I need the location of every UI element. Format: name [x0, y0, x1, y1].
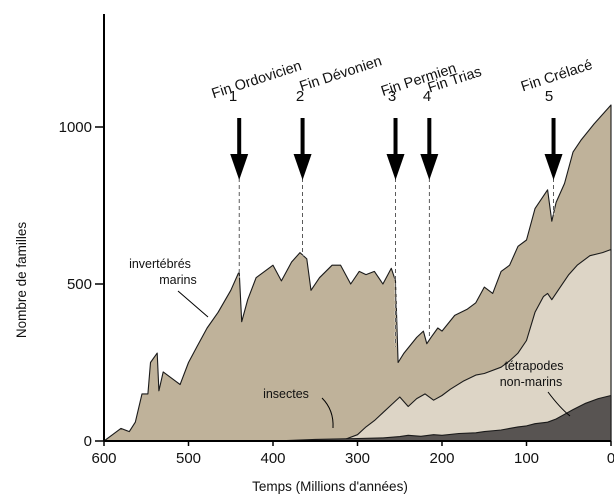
x-axis-label: Temps (Millions d'années) — [252, 479, 408, 494]
x-tick-label: 600 — [91, 450, 116, 467]
event-number-3: 3 — [388, 88, 396, 105]
y-tick-label: 1000 — [59, 119, 92, 136]
annotation-tetrapodes: tétrapodes — [504, 359, 563, 373]
y-tick-label: 0 — [84, 433, 92, 450]
annotation-marins: marins — [159, 273, 197, 287]
y-axis-label: Nombre de familles — [14, 222, 29, 339]
event-arrow-head-2 — [293, 154, 312, 180]
x-tick-label: 200 — [429, 450, 454, 467]
event-number-1: 1 — [229, 88, 237, 105]
event-label-1: Fin Ordovicien — [210, 58, 304, 102]
x-tick-label: 500 — [176, 450, 201, 467]
annotation-pointer-insectes — [321, 397, 334, 429]
event-arrow-head-4 — [420, 154, 439, 180]
event-label-2: Fin Dévonien — [298, 53, 384, 95]
annotation-non-marins: non-marins — [500, 375, 563, 389]
annotation-invertebres: invertébrés — [129, 257, 191, 271]
x-tick-label: 300 — [345, 450, 370, 467]
event-arrow-head-5 — [544, 154, 563, 180]
series-area-3 — [272, 394, 612, 442]
y-tick-label: 500 — [67, 276, 92, 293]
event-number-5: 5 — [545, 88, 553, 105]
x-tick-label: 400 — [260, 450, 285, 467]
series-area-1 — [103, 104, 612, 442]
event-number-2: 2 — [296, 88, 304, 105]
annotation-pointer-invertebres — [177, 290, 209, 318]
annotations: invertébrés marins insectes tétrapodes non-m… — [129, 257, 571, 429]
annotation-pointer-tetrapodes — [547, 391, 571, 417]
event-number-4: 4 — [423, 88, 431, 105]
x-tick-label: 0 — [607, 450, 614, 467]
annotation-insectes: insectes — [263, 387, 309, 401]
event-arrow-head-1 — [230, 154, 249, 180]
event-arrow-head-3 — [386, 154, 405, 180]
x-tick-label: 100 — [514, 450, 539, 467]
plot-areas — [103, 104, 612, 442]
event-label-5: Fin Crélacé — [519, 57, 594, 95]
series-area-2 — [340, 248, 612, 442]
